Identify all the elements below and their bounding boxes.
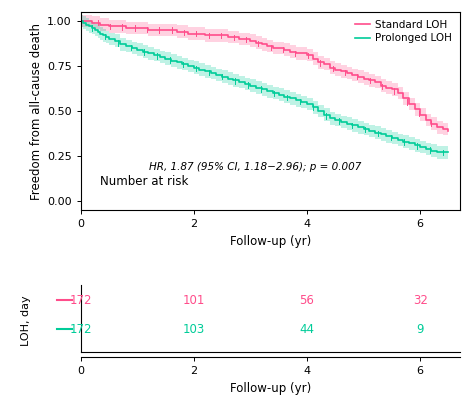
Prolonged LOH — [163, 56, 168, 61]
Text: 32: 32 — [413, 294, 428, 307]
Standard LOH — [197, 31, 202, 36]
Prolonged LOH — [446, 150, 451, 155]
Legend: Standard LOH, Prolonged LOH: Standard LOH, Prolonged LOH — [352, 17, 455, 46]
Text: 44: 44 — [300, 323, 314, 336]
Text: 9: 9 — [417, 323, 424, 336]
X-axis label: Follow-up (yr): Follow-up (yr) — [229, 382, 311, 395]
Standard LOH — [78, 19, 83, 23]
Standard LOH — [446, 129, 451, 133]
Standard LOH — [287, 49, 293, 54]
Standard LOH — [163, 27, 168, 32]
Standard LOH — [242, 37, 247, 41]
Text: 56: 56 — [300, 294, 314, 307]
Text: LOH, day: LOH, day — [20, 296, 31, 346]
Line: Standard LOH: Standard LOH — [81, 21, 448, 131]
Text: 172: 172 — [69, 294, 92, 307]
Line: Prolonged LOH: Prolonged LOH — [81, 21, 448, 152]
Prolonged LOH — [83, 22, 89, 27]
Prolonged LOH — [434, 150, 440, 155]
X-axis label: Follow-up (yr): Follow-up (yr) — [229, 235, 311, 248]
Text: HR, 1.87 (95% CI, 1.18−2.96); p = 0.007: HR, 1.87 (95% CI, 1.18−2.96); p = 0.007 — [149, 162, 361, 172]
Prolonged LOH — [423, 146, 428, 151]
Text: 103: 103 — [182, 323, 205, 336]
Text: 101: 101 — [182, 294, 205, 307]
Standard LOH — [423, 118, 428, 122]
Prolonged LOH — [287, 96, 293, 101]
Prolonged LOH — [78, 19, 83, 23]
Standard LOH — [83, 19, 89, 23]
Y-axis label: Freedom from all-cause death: Freedom from all-cause death — [30, 23, 43, 200]
Text: 172: 172 — [69, 323, 92, 336]
Prolonged LOH — [242, 82, 247, 87]
Text: Number at risk: Number at risk — [100, 175, 188, 188]
Prolonged LOH — [349, 123, 355, 128]
